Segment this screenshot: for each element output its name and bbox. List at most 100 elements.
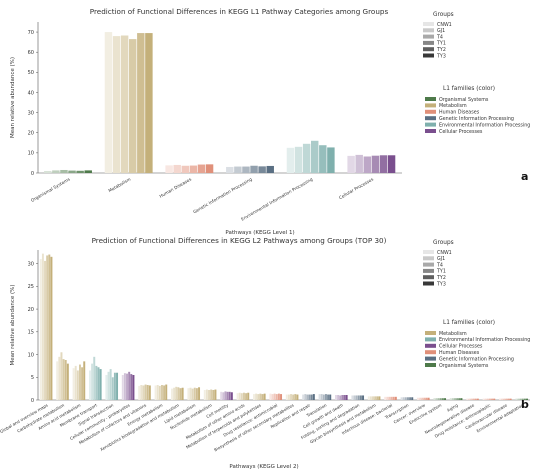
chart-0-families-legend-label: Organismal Systems — [439, 97, 489, 103]
chart-1-groups-legend-swatch — [423, 281, 434, 286]
chart-1-bar-15-0 — [285, 394, 288, 400]
chart-1-bar-17-0 — [318, 394, 321, 400]
chart-1-bar-12-4 — [245, 393, 248, 400]
chart-1-bar-15-5 — [296, 394, 299, 400]
chart-1-bar-1-3 — [62, 359, 65, 400]
chart-1-bar-14-4 — [277, 393, 280, 400]
chart-0-x-tick-label: Cellular Processes — [338, 176, 375, 201]
chart-1-bar-20-2 — [372, 396, 375, 400]
chart-1-bar-3-2 — [93, 356, 96, 400]
chart-1-families-legend-swatch — [425, 350, 436, 355]
chart-1-y-tick-label: 25 — [28, 284, 34, 290]
chart-1-bar-3-5 — [99, 369, 102, 400]
chart-1-bar-22-5 — [411, 397, 414, 400]
chart-1-bar-3-3 — [95, 365, 98, 400]
chart-1-bar-1-2 — [60, 352, 63, 400]
chart-1-bar-13-3 — [259, 393, 262, 400]
chart-0-bar-3-5 — [266, 165, 274, 173]
chart-0-bar-4-0 — [286, 147, 295, 173]
chart-0-families-legend-swatch — [425, 129, 436, 133]
chart-1-bar-0-3 — [46, 255, 49, 400]
chart-1-y-tick-label: 10 — [28, 352, 34, 358]
chart-1-bar-15-1 — [287, 394, 290, 400]
chart-1-bar-17-5 — [329, 394, 332, 400]
chart-1-bar-13-5 — [263, 393, 266, 400]
chart-1-bar-18-0 — [335, 395, 337, 400]
chart-1-title: Prediction of Functional Differences in … — [92, 236, 387, 245]
chart-1-bar-25-1 — [451, 398, 454, 400]
chart-1-bar-11-3 — [226, 391, 229, 400]
chart-1-bar-2-4 — [81, 367, 84, 400]
chart-0-panel-label: a — [521, 170, 528, 183]
chart-1-bar-27-0 — [482, 398, 485, 400]
chart-1-bar-9-1 — [189, 387, 192, 400]
chart-1-bar-4-0 — [105, 375, 108, 400]
chart-1-bar-24-0 — [433, 398, 436, 400]
chart-1-bar-14-3 — [275, 394, 278, 400]
chart-1-bar-23-5 — [427, 397, 430, 400]
chart-0-groups-legend-label: TY2 — [436, 47, 446, 53]
chart-0-bar-3-1 — [234, 166, 242, 173]
chart-0-bar-1-2 — [120, 35, 129, 173]
chart-1-bar-4-5 — [116, 372, 119, 400]
chart-0-x-label: Pathways (KEGG Level 1) — [225, 230, 294, 236]
chart-1-bar-18-1 — [337, 395, 340, 400]
chart-1-bar-17-1 — [320, 394, 323, 400]
chart-1-bar-29-5 — [526, 398, 529, 400]
chart-1-y-tick-label: 5 — [31, 375, 34, 381]
chart-1-families-legend-swatch — [425, 331, 436, 335]
chart-0-x-tick-label: Metabolism — [107, 177, 132, 195]
chart-1-bar-20-3 — [374, 396, 377, 400]
chart-1-bar-0-4 — [48, 254, 51, 400]
chart-1-bar-19-4 — [359, 395, 362, 400]
chart-0-y-tick-label: 60 — [28, 50, 34, 56]
chart-1-bar-21-0 — [384, 396, 387, 400]
chart-1-bar-2-1 — [74, 365, 77, 400]
chart-1-bar-3-1 — [91, 363, 94, 400]
chart-1-bar-1-1 — [58, 356, 61, 400]
chart-0-bar-2-4 — [197, 164, 206, 173]
chart-1-bar-4-2 — [109, 369, 112, 400]
chart-0-bar-4-4 — [319, 145, 327, 173]
chart-1-bar-26-5 — [476, 398, 479, 400]
chart-1-bar-9-2 — [191, 388, 194, 400]
chart-1-bar-24-2 — [437, 398, 440, 400]
chart-1-bar-19-0 — [351, 395, 354, 400]
chart-0-y-tick-label: 30 — [28, 110, 34, 116]
chart-0-bar-5-1 — [355, 154, 363, 173]
chart-1-bar-10-1 — [205, 389, 208, 400]
chart-0-families-legend-swatch — [425, 103, 436, 108]
chart-0-groups-legend-swatch — [423, 40, 434, 45]
chart-1-bar-26-3 — [472, 398, 475, 400]
chart-1-families-legend-swatch — [425, 343, 436, 348]
chart-1-bar-16-2 — [306, 394, 309, 400]
chart-0-families-legend-label: Environmental Information Processing — [439, 122, 530, 128]
chart-1-bar-6-0 — [138, 385, 141, 400]
chart-0-bar-3-2 — [242, 166, 250, 173]
chart-0-bar-5-3 — [371, 155, 380, 173]
chart-1-bar-6-5 — [148, 385, 151, 400]
chart-1-bar-11-2 — [224, 391, 227, 400]
chart-1-bar-7-2 — [158, 385, 161, 400]
chart-1-bar-9-3 — [193, 387, 196, 400]
chart-1-y-tick-label: 0 — [31, 398, 34, 404]
chart-1-bar-1-0 — [56, 361, 59, 400]
chart-0-groups-legend-label: GJ1 — [437, 28, 445, 34]
chart-0-title: Prediction of Functional Differences in … — [90, 7, 389, 16]
chart-1-groups-legend-swatch — [423, 250, 434, 254]
chart-1-bar-9-5 — [198, 387, 201, 400]
chart-0-x-tick-label: Genetic Information Processing — [192, 176, 253, 215]
chart-1-bar-25-2 — [454, 398, 457, 400]
chart-1-groups-legend-label: CNW1 — [437, 250, 452, 256]
chart-1-bar-13-1 — [255, 393, 258, 400]
chart-0-bar-2-0 — [165, 165, 173, 173]
chart-0-y-label: Mean relative abundance (%) — [10, 57, 16, 138]
chart-1-bar-7-3 — [161, 385, 163, 400]
chart-1-bar-20-4 — [376, 396, 379, 400]
chart-1-bar-20-0 — [367, 396, 370, 400]
chart-1-bar-23-3 — [423, 397, 426, 400]
chart-1-bar-12-3 — [243, 392, 245, 400]
chart-1-bar-8-5 — [181, 387, 184, 400]
chart-0-bar-2-1 — [173, 164, 181, 173]
